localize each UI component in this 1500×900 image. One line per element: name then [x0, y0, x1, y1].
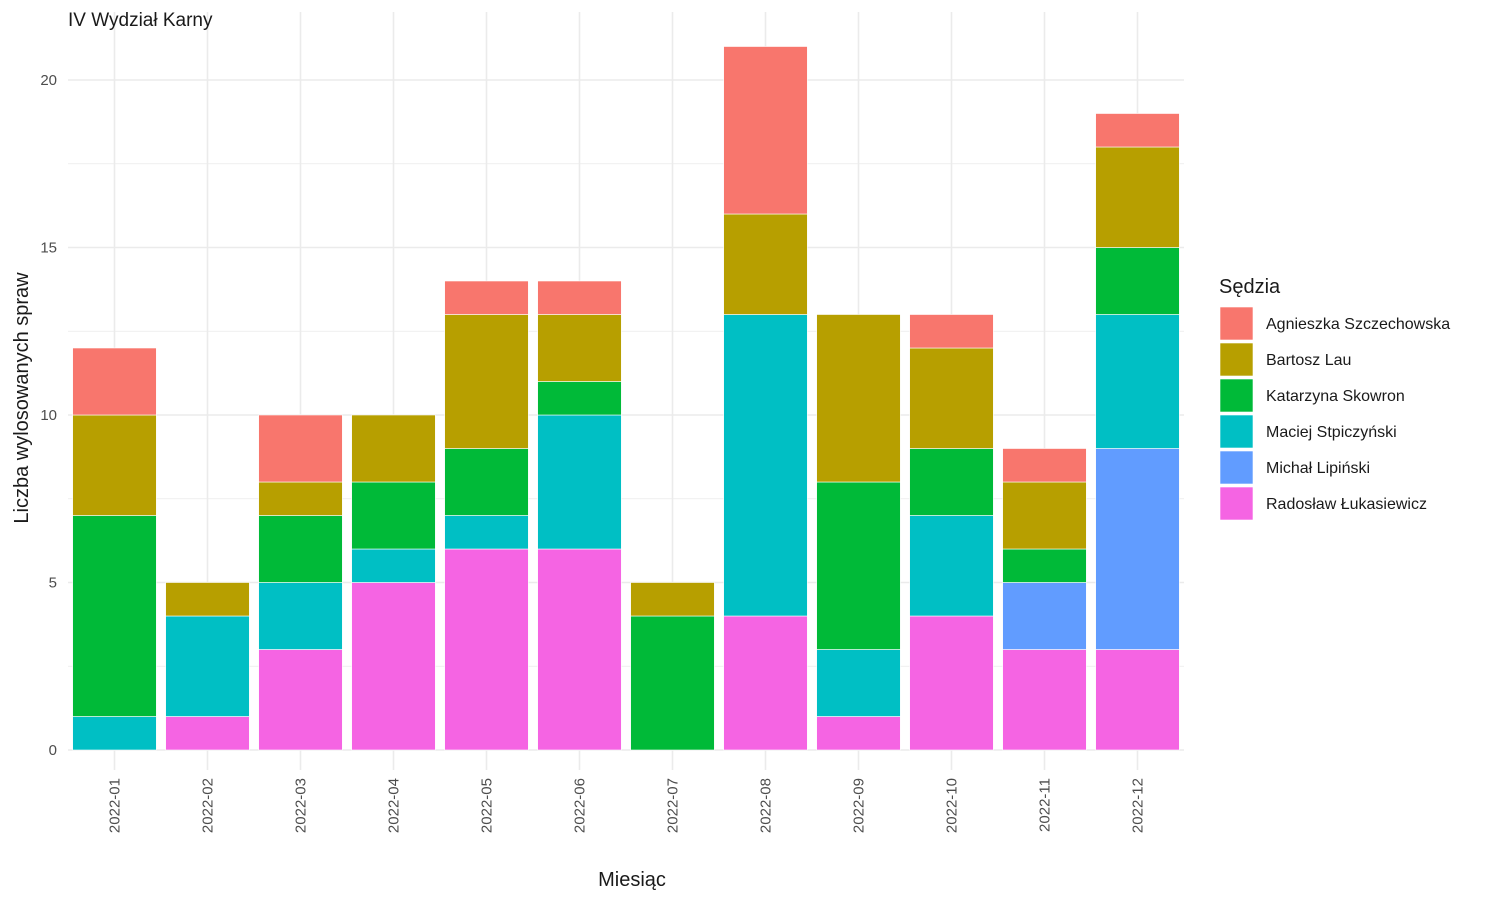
- bar-segment: [351, 414, 436, 483]
- bar-segment: [537, 280, 622, 315]
- legend: Sędzia Agnieszka Szczechowska Bartosz Lau…: [1219, 276, 1450, 521]
- bar-segment: [537, 414, 622, 550]
- bar-segment: [909, 347, 994, 449]
- bar-segment: [816, 649, 901, 717]
- legend-label: Michał Lipiński: [1266, 460, 1370, 477]
- bar-segment: [537, 548, 622, 751]
- y-tick-label: 15: [40, 240, 57, 257]
- x-tick-label: 2022-04: [386, 778, 403, 833]
- x-tick-label: 2022-11: [1037, 778, 1054, 832]
- bar-segment: [258, 515, 343, 583]
- bar-segment: [909, 448, 994, 516]
- legend-label: Radosław Łukasiewicz: [1266, 496, 1427, 513]
- bar-segment: [444, 515, 529, 550]
- bar-segment: [1002, 448, 1087, 483]
- bar-segment: [630, 582, 715, 617]
- y-axis-ticks: 0 5 10 15 20: [40, 72, 57, 759]
- chart-title: IV Wydział Karny: [68, 10, 213, 31]
- legend-swatch: [1219, 342, 1254, 377]
- bar-segment: [630, 615, 715, 751]
- bar-segment: [816, 481, 901, 650]
- legend-swatch: [1219, 486, 1254, 521]
- bar-segment: [816, 314, 901, 483]
- bar-segment: [1002, 481, 1087, 550]
- bar-segment: [1095, 448, 1180, 650]
- bar-segment: [909, 515, 994, 617]
- y-tick-label: 20: [40, 72, 57, 89]
- x-tick-label: 2022-08: [758, 778, 775, 833]
- bar-segment: [909, 314, 994, 349]
- bar-segment: [72, 347, 157, 416]
- legend-title: Sędzia: [1219, 276, 1281, 298]
- bar-segment: [258, 582, 343, 650]
- bar-segment: [723, 46, 808, 215]
- legend-swatch: [1219, 378, 1254, 413]
- bar-segment: [165, 615, 250, 717]
- x-tick-label: 2022-01: [107, 778, 124, 833]
- y-tick-label: 10: [40, 407, 57, 424]
- x-tick-label: 2022-09: [851, 778, 868, 833]
- y-tick-label: 0: [49, 742, 57, 759]
- bar-segment: [351, 548, 436, 583]
- y-axis-title: Liczba wylosowanych spraw: [11, 272, 33, 524]
- legend-label: Maciej Stpiczyński: [1266, 424, 1397, 441]
- x-tick-label: 2022-10: [944, 778, 961, 833]
- x-tick-label: 2022-12: [1130, 778, 1147, 833]
- bar-segment: [909, 615, 994, 751]
- bar-segment: [258, 649, 343, 751]
- bar-segment: [72, 716, 157, 751]
- bar-segment: [165, 582, 250, 617]
- bar-segment: [1095, 314, 1180, 449]
- bar-segment: [1002, 548, 1087, 583]
- bar-segment: [723, 213, 808, 315]
- bar-segment: [444, 448, 529, 516]
- x-tick-label: 2022-03: [293, 778, 310, 833]
- bar-segment: [723, 314, 808, 617]
- bar-segment: [537, 314, 622, 382]
- bar-segment: [444, 314, 529, 449]
- bar-segment: [1095, 247, 1180, 315]
- legend-swatch: [1219, 450, 1254, 485]
- legend-label: Agnieszka Szczechowska: [1266, 316, 1450, 333]
- x-tick-label: 2022-06: [572, 778, 589, 833]
- x-axis-ticks: 2022-01 2022-02 2022-03 2022-04 2022-05 2022-…: [107, 778, 1147, 833]
- legend-swatch: [1219, 306, 1254, 341]
- x-tick-label: 2022-02: [200, 778, 217, 833]
- legend-label: Bartosz Lau: [1266, 352, 1351, 369]
- bar-segment: [1002, 582, 1087, 650]
- y-tick-label: 5: [49, 575, 57, 592]
- x-axis-title: Miesiąc: [598, 869, 666, 891]
- bar-segment: [351, 481, 436, 550]
- bars: [72, 46, 1180, 751]
- bar-segment: [258, 414, 343, 483]
- bar-segment: [444, 548, 529, 751]
- bar-segment: [1002, 649, 1087, 751]
- bar-segment: [165, 716, 250, 751]
- bar-segment: [444, 280, 529, 315]
- bar-segment: [816, 716, 901, 751]
- bar-segment: [1095, 113, 1180, 148]
- legend-label: Katarzyna Skowron: [1266, 388, 1405, 405]
- bar-segment: [72, 515, 157, 717]
- x-tick-label: 2022-07: [665, 778, 682, 833]
- bar-segment: [537, 381, 622, 416]
- bar-segment: [1095, 649, 1180, 751]
- x-tick-label: 2022-05: [479, 778, 496, 833]
- bar-segment: [258, 481, 343, 516]
- legend-swatch: [1219, 414, 1254, 449]
- bar-segment: [1095, 146, 1180, 248]
- bar-segment: [723, 615, 808, 751]
- bar-segment: [72, 414, 157, 516]
- bar-segment: [351, 582, 436, 751]
